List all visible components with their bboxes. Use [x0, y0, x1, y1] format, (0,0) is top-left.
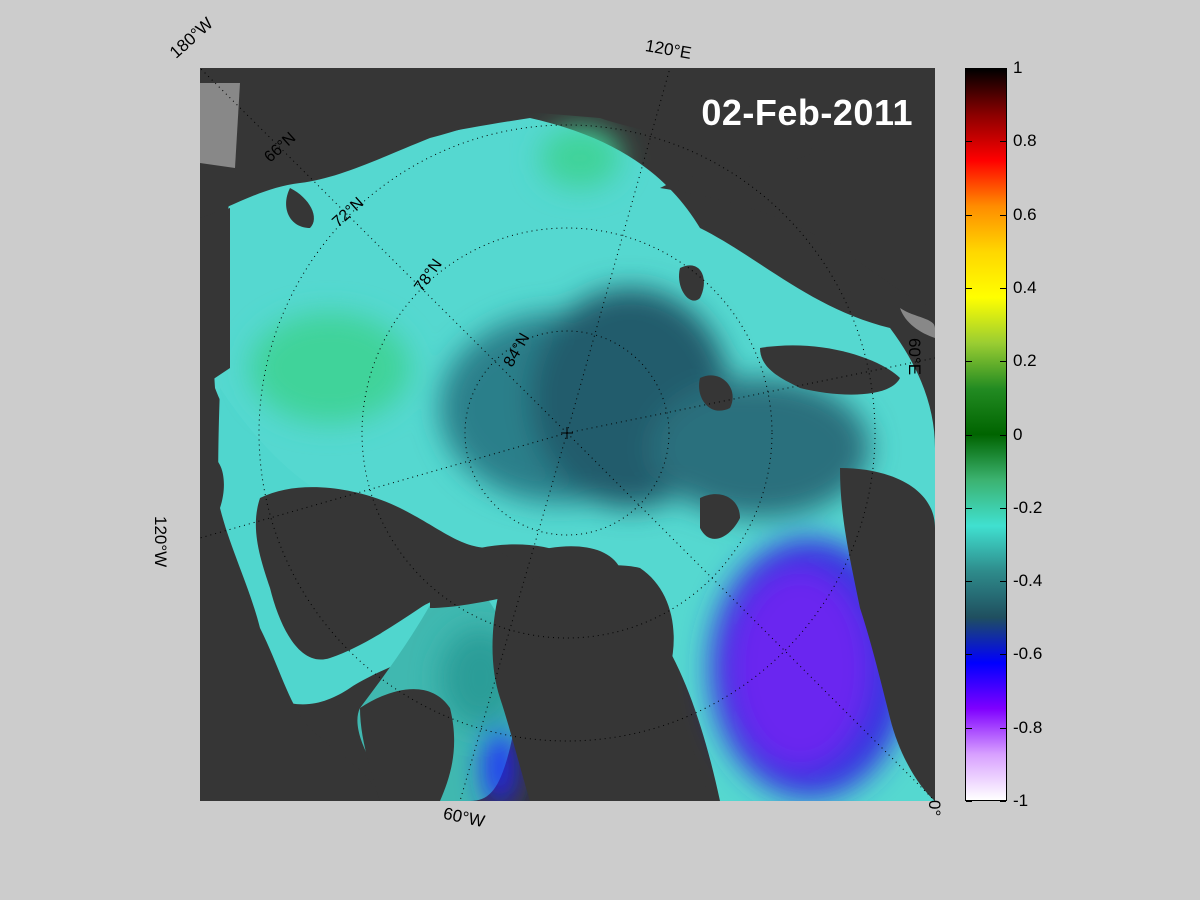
colorbar-tick-mark — [1000, 141, 1006, 143]
colorbar-tick-label: -0.2 — [1013, 497, 1043, 517]
colorbar-tick-label: 0.2 — [1013, 351, 1037, 371]
graticule — [200, 68, 935, 801]
no-data-areas — [200, 83, 935, 338]
colorbar-tick-mark — [1000, 434, 1006, 436]
colorbar-tick-mark — [1000, 287, 1006, 289]
colorbar-tick-mark — [966, 68, 972, 69]
land-masses — [200, 68, 935, 801]
colorbar-tick-mark — [966, 361, 972, 363]
colorbar-tick-label: 0.6 — [1013, 204, 1037, 224]
north-pole-marker — [561, 427, 573, 439]
colorbar-tick-label: 1 — [1013, 58, 1023, 77]
colorbar-tick-label: -0.8 — [1013, 717, 1043, 737]
colorbar-tick-mark — [966, 581, 972, 583]
colorbar-tick-label: 0.8 — [1013, 131, 1037, 151]
colorbar-tick-mark — [966, 434, 972, 436]
meridian-label-120e: 120°E — [643, 36, 693, 63]
colorbar-tick-label: 0 — [1013, 424, 1023, 444]
colorbar-tick-mark — [966, 727, 972, 729]
colorbar-tick-mark — [966, 654, 972, 656]
sea-ice-map: 66°N 72°N 78°N 84°N 02-Feb-2011 — [200, 68, 935, 801]
colorbar-tick-mark — [1000, 214, 1006, 216]
meridian-label-60w: 60°W — [441, 803, 487, 832]
meridian-label-120w: 120°W — [151, 516, 170, 568]
ice-field — [213, 118, 935, 801]
colorbar-tick-mark — [1000, 654, 1006, 656]
colorbar-tick-mark — [966, 801, 972, 802]
colorbar-tick-mark — [966, 287, 972, 289]
colorbar-tick-mark — [966, 214, 972, 216]
colorbar-tick-label: -1 — [1013, 791, 1029, 810]
colorbar-tick-label: -0.4 — [1013, 571, 1043, 591]
meridian-label-180w: 180°W — [166, 13, 217, 63]
colorbar-tick-label: -0.6 — [1013, 644, 1043, 664]
colorbar-tick-mark — [966, 507, 972, 509]
colorbar-tick-mark — [1000, 507, 1006, 509]
colorbar-tick-mark — [1000, 801, 1006, 802]
colorbar-tick-mark — [1000, 581, 1006, 583]
polar-projection: 66°N 72°N 78°N 84°N — [200, 68, 935, 801]
meridian-label-60e: 60°E — [905, 338, 924, 376]
colorbar-tick-mark — [1000, 361, 1006, 363]
colorbar-tick-label: 0.4 — [1013, 277, 1037, 297]
colorbar-tick-mark — [1000, 727, 1006, 729]
meridian-label-0: 0° — [925, 800, 944, 817]
colorbar-tick-mark — [966, 141, 972, 143]
date-label: 02-Feb-2011 — [701, 92, 913, 133]
colorbar-tick-mark — [1000, 68, 1006, 69]
